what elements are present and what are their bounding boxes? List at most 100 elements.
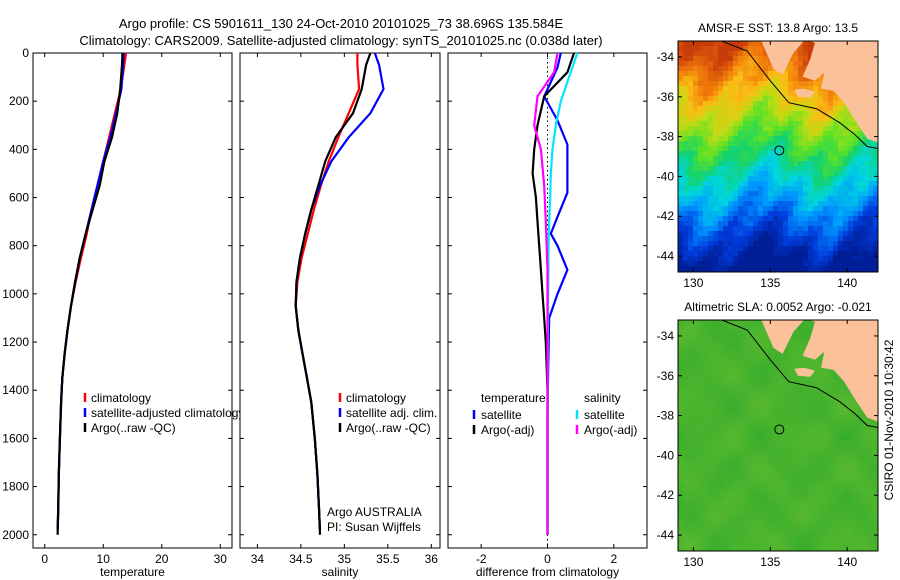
field-cell [743,410,749,416]
field-cell [843,116,849,122]
field-cell [718,246,724,252]
field-cell [758,141,764,147]
field-cell [753,485,759,491]
field-cell [778,136,784,142]
field-cell [833,126,839,132]
field-cell [783,510,789,516]
field-cell [758,385,764,391]
field-cell [793,465,799,471]
field-cell [813,196,819,202]
field-cell [783,266,789,272]
field-cell [688,166,694,172]
field-cell [723,350,729,356]
field-cell [723,365,729,371]
field-cell [773,241,779,247]
field-cell [873,525,878,531]
field-cell [713,370,719,376]
field-cell [773,91,779,97]
field-cell [733,415,739,421]
field-cell [788,450,794,456]
field-cell [713,350,719,356]
field-cell [728,420,734,426]
field-cell [733,126,739,132]
y-tick-label: 1000 [2,287,29,301]
field-cell [833,510,839,516]
field-cell [813,455,819,461]
field-cell [763,480,769,486]
field-cell [773,490,779,496]
field-cell [758,86,764,92]
field-cell [718,345,724,351]
field-cell [678,111,684,117]
field-cell [708,81,714,87]
x-axis-label: difference from climatology [476,565,619,579]
field-cell [843,261,849,267]
field-cell [728,435,734,441]
field-cell [678,455,684,461]
field-cell [808,405,814,411]
field-cell [683,166,689,172]
field-cell [738,370,744,376]
field-cell [788,216,794,222]
field-cell [808,425,814,431]
field-cell [683,61,689,67]
field-cell [813,545,819,551]
field-cell [693,530,699,536]
field-cell [698,475,704,481]
field-cell [833,390,839,396]
field-cell [693,535,699,541]
field-cell [743,226,749,232]
field-cell [858,261,864,267]
field-cell [708,196,714,202]
field-cell [793,261,799,267]
field-cell [783,226,789,232]
field-cell [718,211,724,217]
field-cell [688,415,694,421]
field-cell [813,211,819,217]
field-cell [863,425,869,431]
field-cell [758,101,764,107]
field-cell [758,161,764,167]
field-cell [703,241,709,247]
field-cell [753,171,759,177]
field-cell [743,405,749,411]
field-cell [833,191,839,197]
field-cell [753,231,759,237]
figure-title-line1: Argo profile: CS 5901611_130 24-Oct-2010… [119,16,564,31]
field-cell [728,81,734,87]
field-cell [858,266,864,272]
field-cell [788,141,794,147]
field-cell [753,211,759,217]
field-cell [768,365,774,371]
field-cell [813,495,819,501]
field-cell [678,231,684,237]
field-cell [828,480,834,486]
field-cell [718,151,724,157]
field-cell [848,420,854,426]
field-cell [708,51,714,57]
field-cell [728,241,734,247]
field-cell [678,61,684,67]
field-cell [863,196,869,202]
field-cell [798,390,804,396]
x-tick-label: 10 [97,552,111,566]
field-cell [723,355,729,361]
field-cell [768,216,774,222]
field-cell [733,101,739,107]
salinity-profile-panel: 34 34.5 35 35.5 36salinityclimatologysatelli… [239,52,441,579]
field-cell [793,535,799,541]
field-cell [868,530,874,536]
field-cell [818,375,824,381]
field-cell [708,340,714,346]
field-cell [793,425,799,431]
field-cell [848,166,854,172]
field-cell [753,490,759,496]
field-cell [683,375,689,381]
field-cell [723,470,729,476]
field-cell [693,116,699,122]
field-cell [733,420,739,426]
field-cell [798,151,804,157]
field-cell [773,470,779,476]
field-cell [768,191,774,197]
field-cell [813,131,819,137]
